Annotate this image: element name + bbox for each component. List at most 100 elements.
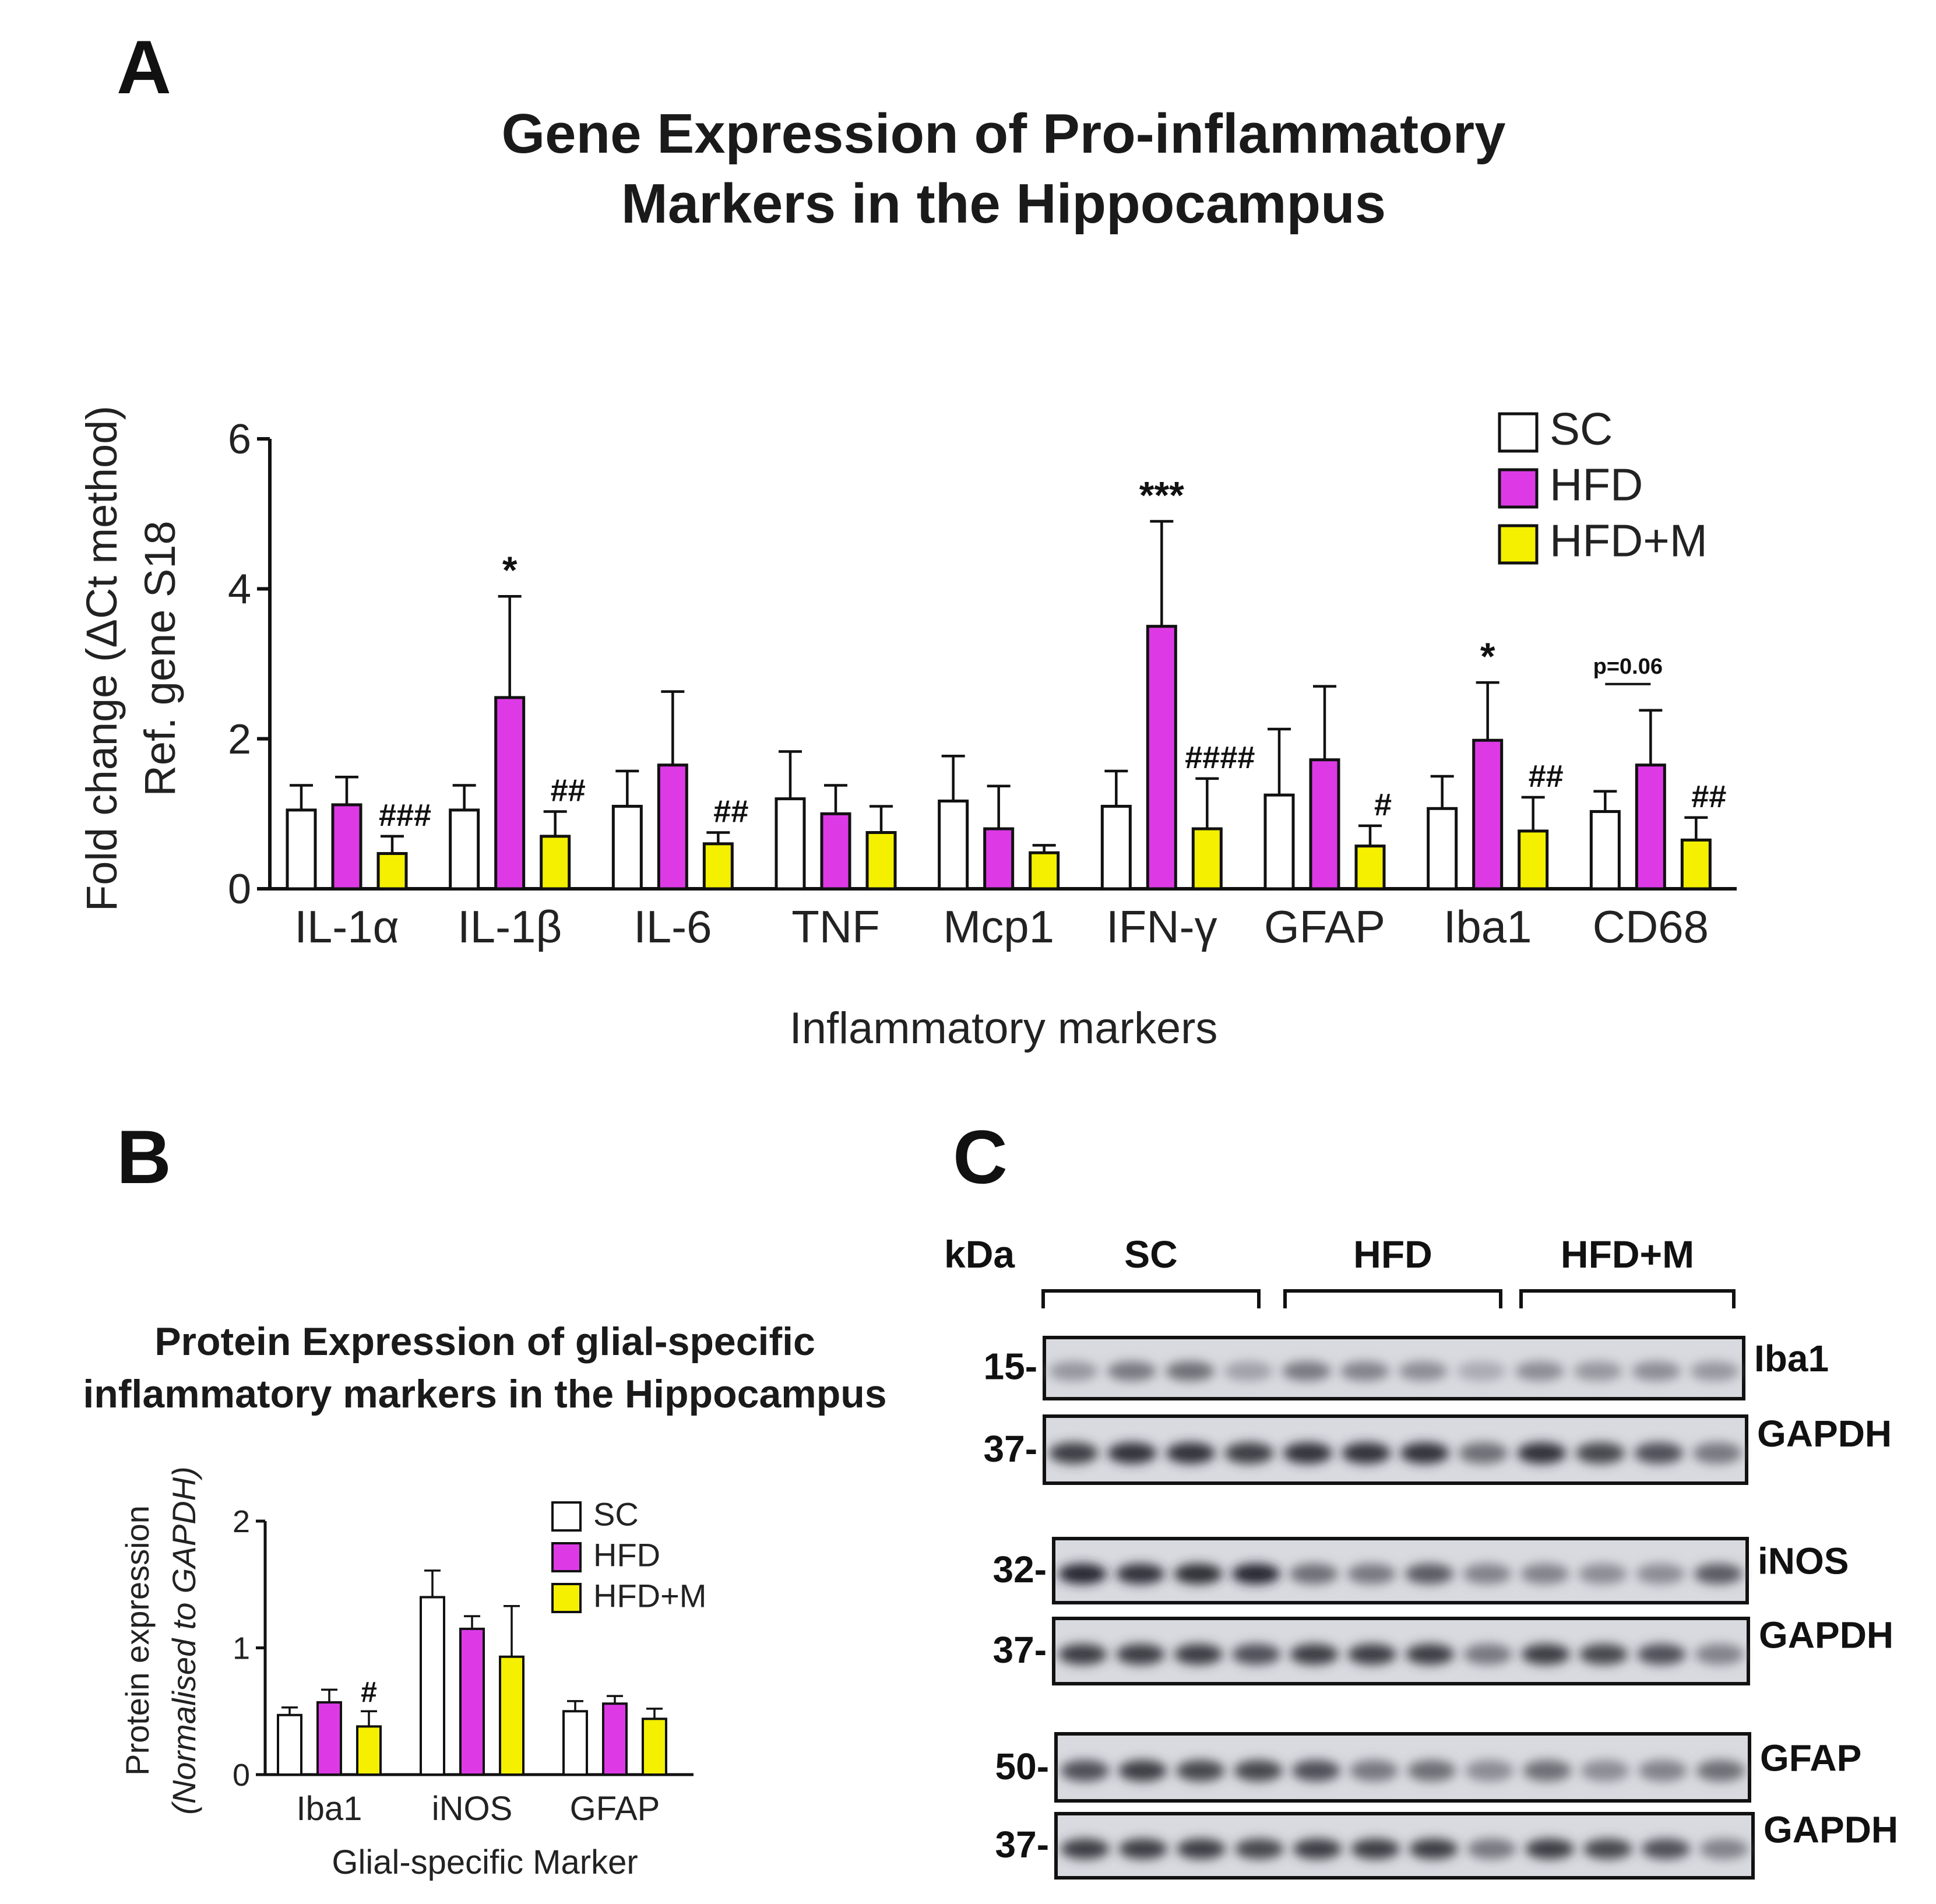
blot-band-3-lane-8 [1463,1563,1512,1585]
blot-protein-label-4-gapdh: GAPDH [1759,1614,1893,1656]
panel-a-bar-hfd-m-il-6 [702,842,734,891]
blot-band-2-lane-11 [1634,1442,1684,1464]
blot-band-5-lane-9 [1523,1759,1572,1782]
panel-b-bar-hfd-m-iba1 [356,1725,382,1776]
panel-a-significance-ifn-hfd-m-5: #### [1185,740,1255,775]
panel-b-bar-sc-iba1 [277,1713,302,1776]
blot-band-4-lane-8 [1463,1643,1512,1665]
panel-a-chart: Gene Expression of Pro-inflammatory Marke… [78,103,1737,1053]
panel-a-legend-swatch-sc [1498,412,1539,453]
panel-a-bar-hfd-m-ifn [1191,827,1223,891]
panel-a-significance-ifn-hfd-4: *** [1139,474,1184,517]
panel-a-bar-hfd-tnf [820,812,851,891]
panel-b-x-tick-label-inos: iNOS [432,1790,513,1828]
blot-band-4-lane-4 [1231,1643,1281,1665]
panel-b-bar-hfd-inos [459,1627,485,1776]
kda-label: kDa [944,1233,1015,1276]
blot-strip-3-inos [1052,1537,1749,1604]
panel-a-title-line-2: Markers in the Hippocampus [621,173,1386,235]
panel-a-legend-swatch-hfd [1498,468,1539,509]
blot-band-6-lane-8 [1467,1838,1516,1860]
blot-marker-1: 15- [984,1345,1038,1387]
blot-band-2-lane-10 [1575,1442,1625,1464]
blot-band-2-lane-8 [1458,1442,1508,1464]
panel-a-bar-hfd-il-6 [657,763,688,891]
blot-band-5-lane-6 [1349,1759,1399,1782]
panel-a-bar-hfd-m-tnf [865,831,897,891]
panel-a-y-axis-title-line-1: Fold change (ΔCt method) [78,406,126,911]
blot-band-5-lane-2 [1118,1759,1167,1782]
panel-a-bar-sc-mcp1 [938,799,969,891]
blot-band-2-lane-2 [1107,1442,1157,1464]
panel-a-bar-hfd-mcp1 [983,827,1015,891]
panel-a-bar-hfd-gfap [1309,758,1340,891]
blot-band-1-lane-2 [1107,1361,1156,1381]
blot-band-1-lane-11 [1632,1361,1681,1381]
blot-marker-5: 50- [995,1745,1050,1787]
panel-a-bar-hfd-il-1 [331,803,362,891]
panel-b-bar-sc-inos [420,1596,445,1776]
panel-a-bar-sc-iba1 [1427,807,1458,891]
panel-b-y-axis-title-line-1: Protein expression [119,1505,156,1776]
blot-band-6-lane-3 [1177,1838,1226,1860]
panel-b-chart: Protein Expression of glial-specific infl… [83,1319,886,1881]
panel-a-bar-sc-gfap [1263,793,1295,891]
panel-b-bar-hfd-m-inos [499,1655,525,1776]
blot-band-1-lane-4 [1224,1361,1273,1381]
panel-b-title-line-1: Protein Expression of glial-specific [154,1319,815,1364]
blot-band-2-lane-4 [1224,1442,1274,1464]
panel-b-legend-label-hfd-m: HFD+M [593,1577,706,1614]
blot-band-2-lane-3 [1166,1442,1216,1464]
blot-band-3-lane-10 [1578,1563,1627,1585]
panel-a-bracket-label: p=0.06 [1593,654,1663,679]
blot-protein-label-3-inos: iNOS [1758,1540,1849,1582]
panel-a-bar-hfd-cd68 [1635,763,1666,891]
blot-band-5-lane-12 [1696,1759,1745,1782]
blot-group-label-sc: SC [1124,1233,1178,1276]
panel-a-bar-hfd-m-cd68 [1680,838,1712,891]
panel-a-x-axis-title: Inflammatory markers [790,1004,1218,1053]
panel-b-x-tick-label-gfap: GFAP [570,1790,660,1828]
blot-band-6-lane-4 [1234,1838,1284,1860]
blot-group-label-hfd: HFD [1353,1233,1432,1276]
panel-a-significance-il-1-hfd-1: * [502,548,518,592]
blot-band-3-lane-5 [1289,1563,1338,1585]
blot-band-2-lane-12 [1692,1442,1742,1464]
blot-band-3-lane-9 [1520,1563,1569,1585]
blot-band-4-lane-1 [1058,1643,1107,1665]
blot-strip-4-gapdh [1052,1617,1750,1685]
panel-b-significance-iba1-hfd-m-0: # [361,1676,377,1708]
blot-band-1-lane-9 [1515,1361,1564,1381]
panel-a-x-tick-label-cd68: CD68 [1593,901,1709,952]
blot-band-6-lane-9 [1525,1838,1575,1860]
panel-b-y-tick-label: 1 [233,1631,250,1666]
panel-a-bar-sc-il-1 [449,808,480,891]
panel-a-bar-hfd-iba1 [1472,738,1504,891]
panel-a-significance-cd68-hfd-m-9: ## [1691,779,1726,814]
blot-strip-2-gapdh [1043,1414,1748,1485]
panel-a-y-tick-label: 4 [228,566,251,613]
panel-a-x-tick-label-il-6: IL-6 [633,901,712,952]
panel-a-x-tick-label-ifn: IFN-γ [1106,901,1217,952]
blot-band-4-lane-3 [1174,1643,1223,1665]
blot-marker-2: 37- [984,1428,1038,1470]
blot-band-1-lane-3 [1166,1361,1215,1381]
blot-band-4-lane-9 [1521,1643,1571,1665]
panel-b-bar-hfd-gfap [602,1702,628,1776]
panel-b-x-tick-label-iba1: Iba1 [297,1790,362,1828]
blot-band-6-lane-11 [1641,1838,1691,1860]
panel-b-legend-swatch-hfd [551,1542,582,1572]
blot-band-1-lane-7 [1399,1361,1448,1381]
blot-band-1-lane-12 [1690,1361,1739,1381]
blot-strip-5-gfap [1054,1732,1751,1803]
blot-band-3-lane-11 [1636,1563,1685,1585]
panel-b-x-axis-title: Glial-specific Marker [332,1843,638,1881]
blot-band-1-lane-8 [1457,1361,1506,1381]
panel-a-x-tick-label-mcp1: Mcp1 [943,901,1054,952]
panel-b-legend-swatch-hfd-m [551,1583,582,1613]
blot-strip-frame-1 [1043,1336,1745,1400]
panel-a-legend-swatch-hfd-m [1498,524,1539,565]
blot-band-2-lane-7 [1400,1442,1449,1464]
panel-b-legend-label-hfd: HFD [593,1536,660,1573]
blot-band-4-lane-10 [1579,1643,1628,1665]
